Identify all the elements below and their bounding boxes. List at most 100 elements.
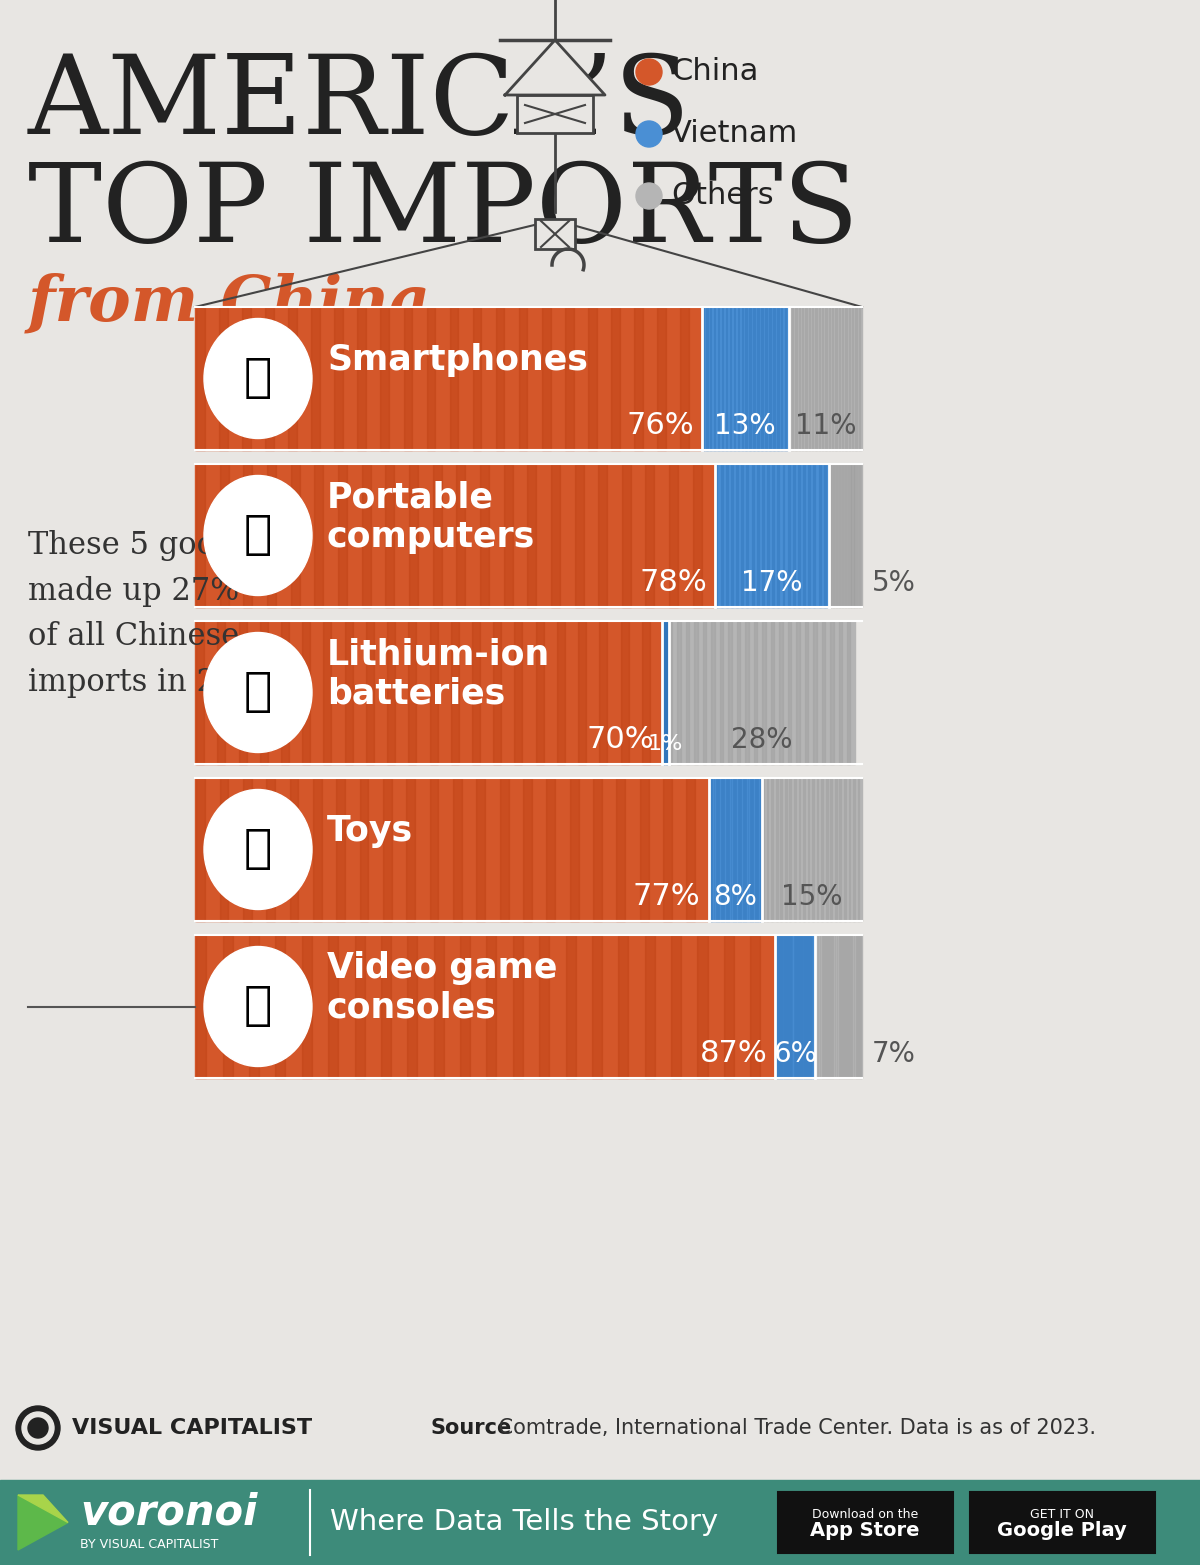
Bar	[757, 307, 758, 451]
Text: App Store: App Store	[810, 1521, 919, 1540]
Bar	[853, 778, 854, 920]
Bar	[754, 307, 755, 451]
Bar	[620, 621, 629, 764]
Bar	[714, 307, 715, 451]
Bar	[839, 307, 840, 451]
Bar	[388, 621, 395, 764]
Bar	[814, 621, 816, 764]
Text: 78%: 78%	[640, 568, 707, 596]
Bar	[575, 463, 583, 607]
Bar	[329, 934, 338, 1078]
Bar	[780, 778, 782, 920]
Bar	[335, 307, 343, 451]
Bar	[433, 463, 442, 607]
Bar	[728, 621, 732, 764]
Bar	[515, 621, 522, 764]
Bar	[970, 1491, 1154, 1552]
Text: 🔋: 🔋	[244, 670, 272, 715]
Text: 15%: 15%	[781, 883, 842, 911]
Bar	[281, 621, 289, 764]
Ellipse shape	[204, 319, 312, 438]
Bar	[456, 463, 466, 607]
Text: China: China	[671, 58, 758, 86]
Bar	[702, 307, 703, 451]
Bar	[642, 621, 650, 764]
Bar	[518, 307, 528, 451]
Polygon shape	[18, 1495, 68, 1523]
Bar	[822, 307, 823, 451]
Bar	[599, 463, 607, 607]
Text: Download on the: Download on the	[812, 1509, 918, 1521]
Bar	[360, 778, 368, 920]
Bar	[848, 307, 850, 451]
Bar	[640, 778, 648, 920]
Bar	[812, 778, 814, 920]
Bar	[731, 463, 733, 607]
Text: Smartphones: Smartphones	[326, 343, 588, 377]
Text: 7%: 7%	[872, 1041, 916, 1067]
Bar	[380, 934, 391, 1078]
Bar	[546, 778, 556, 920]
Bar	[541, 307, 551, 451]
Text: Portable
computers: Portable computers	[326, 480, 535, 554]
Circle shape	[636, 121, 662, 147]
Bar	[809, 463, 810, 607]
Bar	[787, 463, 790, 607]
Bar	[593, 778, 602, 920]
Bar	[839, 621, 842, 764]
Bar	[473, 307, 481, 451]
Bar	[242, 307, 251, 451]
Bar	[617, 778, 625, 920]
Bar	[290, 463, 300, 607]
Bar	[818, 307, 820, 451]
Bar	[338, 463, 347, 607]
Text: Video game
consoles: Video game consoles	[326, 952, 557, 1025]
Bar	[407, 934, 418, 1078]
Bar	[664, 778, 672, 920]
Bar	[407, 778, 415, 920]
Bar	[344, 621, 353, 764]
Bar	[817, 778, 818, 920]
Text: 🎮: 🎮	[244, 984, 272, 1030]
Bar	[767, 778, 768, 920]
Bar	[830, 778, 832, 920]
Bar	[846, 307, 847, 451]
Bar	[692, 463, 702, 607]
Bar	[781, 307, 782, 451]
Bar	[539, 934, 550, 1078]
Bar	[840, 778, 841, 920]
Text: VISUAL CAPITALIST: VISUAL CAPITALIST	[72, 1418, 312, 1438]
Bar	[822, 621, 826, 764]
Bar	[750, 307, 751, 451]
Bar	[844, 778, 846, 920]
Text: 6%: 6%	[773, 1041, 817, 1067]
Bar	[798, 778, 800, 920]
Bar	[354, 934, 365, 1078]
Bar	[480, 463, 488, 607]
Bar	[848, 778, 851, 920]
Bar	[802, 307, 804, 451]
Bar	[611, 307, 619, 451]
Bar	[773, 463, 774, 607]
Bar	[223, 934, 233, 1078]
Bar	[803, 778, 805, 920]
Bar	[517, 95, 593, 133]
Bar	[313, 778, 322, 920]
Bar	[745, 307, 746, 451]
Bar	[788, 621, 791, 764]
Bar	[265, 307, 274, 451]
Bar	[493, 621, 502, 764]
Bar	[766, 307, 767, 451]
Bar	[812, 307, 814, 451]
Bar	[385, 463, 395, 607]
Bar	[746, 463, 749, 607]
Bar	[409, 463, 418, 607]
Bar	[361, 463, 371, 607]
Bar	[622, 463, 631, 607]
Bar	[722, 307, 724, 451]
Bar	[770, 621, 774, 764]
Bar	[557, 621, 565, 764]
Bar	[794, 778, 796, 920]
Bar	[792, 307, 793, 451]
Bar	[644, 934, 655, 1078]
